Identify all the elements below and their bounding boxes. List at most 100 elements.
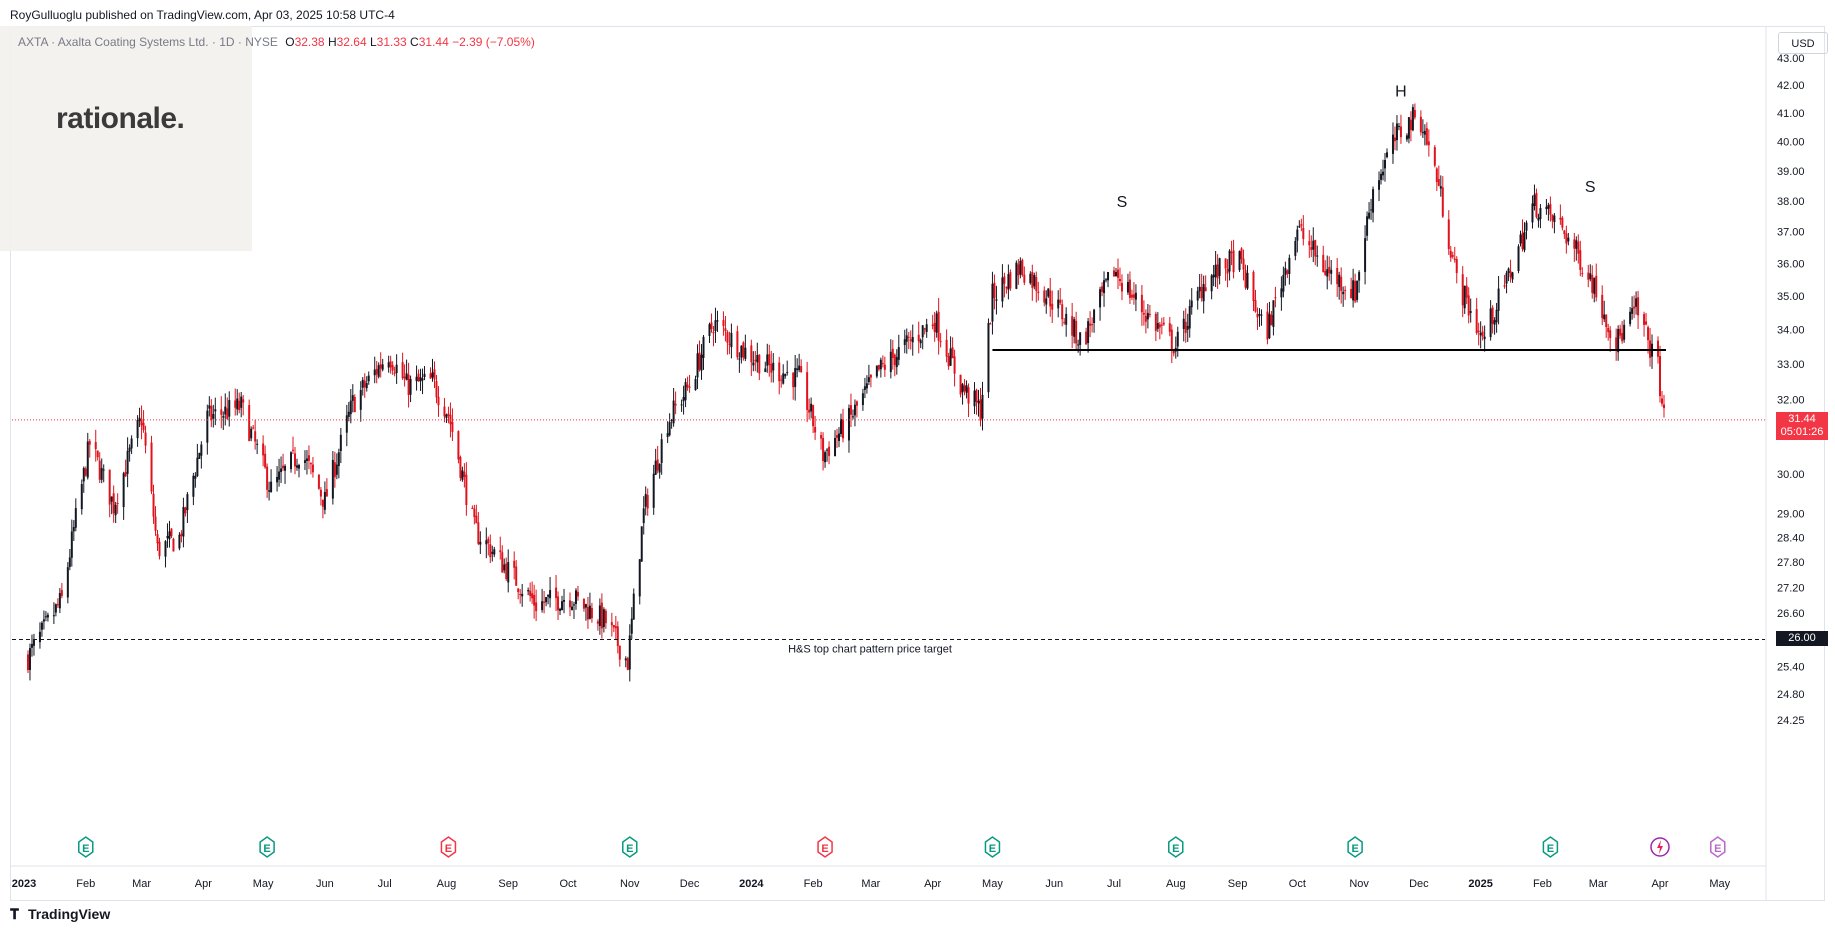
candle-body: [1196, 290, 1199, 301]
candle-body: [116, 502, 119, 504]
candle-body: [295, 465, 298, 468]
head-label: H: [1395, 83, 1407, 100]
candle-body: [756, 354, 759, 363]
candle-body: [1019, 260, 1022, 275]
candle-body: [182, 507, 185, 537]
candle-body: [1503, 285, 1506, 287]
candle-body: [317, 474, 320, 489]
price-tick-label: 24.80: [1777, 689, 1805, 701]
candle-body: [387, 362, 390, 368]
candle-body: [736, 331, 739, 358]
candle-body: [38, 631, 41, 643]
candle-body: [1212, 274, 1215, 278]
candle-body: [1453, 258, 1456, 260]
candle-body: [1393, 137, 1396, 142]
candle-body: [959, 374, 962, 395]
earnings-event-icon: [1710, 836, 1726, 858]
candle-body: [1497, 288, 1500, 311]
candle-body: [1533, 194, 1536, 207]
candle-body: [1132, 294, 1135, 298]
candle-body: [266, 466, 269, 490]
candle-body: [1272, 300, 1275, 328]
candle-body: [1298, 226, 1301, 228]
price-tick-label: 27.20: [1777, 582, 1805, 594]
candle-body: [1266, 311, 1269, 340]
candle-body: [1336, 267, 1339, 285]
candle-body: [415, 376, 418, 382]
last-price-tag: 31.44 05:01:26: [1776, 411, 1828, 440]
last-price-value: 31.44: [1788, 412, 1816, 425]
candle-body: [584, 604, 587, 608]
legend-low: 31.33: [376, 35, 407, 49]
time-tick-label: Aug: [437, 878, 457, 890]
candle-body: [443, 406, 446, 417]
candle-body: [363, 380, 366, 388]
candle-body: [812, 405, 815, 427]
currency-button[interactable]: USD: [1778, 32, 1828, 54]
candle-body: [1099, 289, 1102, 308]
candle-body: [194, 475, 197, 479]
price-tick-label: 34.00: [1777, 324, 1805, 336]
price-tick-label: 32.00: [1777, 394, 1805, 406]
earnings-event-letter: E: [626, 843, 633, 855]
candle-body: [1114, 271, 1117, 277]
candle-body: [361, 379, 364, 388]
candle-body: [1089, 323, 1092, 326]
candle-body: [973, 390, 976, 407]
candle-body: [1567, 237, 1570, 242]
candle-body: [1643, 314, 1646, 325]
candle-body: [1621, 332, 1624, 342]
price-tick-label: 30.00: [1777, 469, 1805, 481]
candle-body: [335, 464, 338, 475]
left-shoulder-label: S: [1117, 194, 1128, 211]
candle-body: [252, 427, 255, 429]
candle-body: [212, 414, 215, 419]
candle-body: [1352, 280, 1355, 301]
candle-body: [768, 354, 771, 366]
candle-body: [1172, 350, 1175, 354]
candle-body: [559, 608, 562, 611]
candle-body: [268, 490, 271, 492]
candle-body: [1338, 274, 1341, 288]
candle-body: [582, 598, 585, 609]
candle-body: [98, 460, 101, 480]
candle-body: [1328, 266, 1331, 274]
candle-body: [1493, 320, 1496, 325]
candle-body: [527, 590, 530, 592]
candle-body: [1017, 264, 1020, 276]
candle-body: [1350, 288, 1353, 299]
candle-body: [674, 403, 677, 406]
candle-body: [563, 599, 566, 602]
price-target-label: H&S top chart pattern price target: [788, 643, 952, 655]
candle-body: [1605, 314, 1608, 328]
price-tick-label: 26.60: [1777, 608, 1805, 620]
candle-body: [945, 339, 948, 357]
candle-body: [1043, 290, 1046, 303]
candle-body: [834, 437, 837, 457]
candle-body: [909, 339, 912, 341]
candle-body: [144, 432, 147, 446]
candle-body: [1230, 252, 1233, 254]
candle-body: [80, 484, 83, 510]
legend-symbol[interactable]: AXTA · Axalta Coating Systems Ltd. · 1D …: [18, 35, 278, 49]
candle-body: [1356, 280, 1359, 300]
tradingview-brand[interactable]: 𝐓 TradingView: [10, 906, 110, 923]
symbol-legend[interactable]: AXTA · Axalta Coating Systems Ltd. · 1D …: [18, 35, 535, 49]
legend-high: 32.64: [336, 35, 367, 49]
candle-body: [1615, 337, 1618, 351]
candle-body: [658, 463, 661, 473]
time-tick-label: May: [982, 878, 1003, 890]
candle-body: [1061, 304, 1064, 320]
candle-body: [991, 283, 994, 322]
candle-body: [479, 541, 482, 545]
candle-body: [471, 507, 474, 509]
earnings-event-icon: [1168, 836, 1184, 858]
candle-body: [86, 441, 89, 478]
candle-body: [487, 538, 490, 544]
candle-body: [445, 414, 448, 418]
candle-body: [642, 508, 645, 524]
candle-body: [1190, 300, 1193, 308]
candle-body: [925, 324, 928, 332]
candle-body: [44, 616, 47, 618]
